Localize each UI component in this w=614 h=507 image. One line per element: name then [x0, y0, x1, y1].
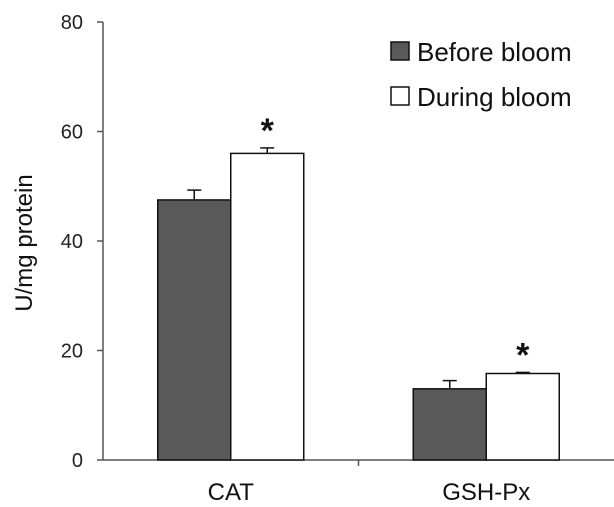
significance-asterisk: * — [261, 112, 275, 150]
legend-label: During bloom — [417, 82, 572, 112]
legend: Before bloom During bloom — [391, 37, 572, 112]
y-axis-title: U/mg protein — [11, 174, 38, 311]
x-category-label: CAT — [208, 479, 255, 506]
legend-label: Before bloom — [417, 37, 572, 67]
y-tick-label: 20 — [61, 341, 83, 363]
significance-asterisk: * — [516, 336, 530, 374]
bar-cat-before-bloom — [158, 200, 231, 460]
bar-gsh-px-during-bloom — [486, 373, 559, 460]
y-tick-label: 0 — [72, 450, 83, 472]
x-category-label: GSH-Px — [442, 479, 530, 506]
y-tick-label: 80 — [61, 12, 83, 34]
bar-gsh-px-before-bloom — [413, 389, 486, 460]
legend-swatch-during-bloom — [391, 87, 409, 105]
legend-swatch-before-bloom — [391, 42, 409, 60]
bar-cat-during-bloom — [231, 153, 304, 460]
bars: ** — [158, 112, 560, 460]
y-tick-label: 60 — [61, 122, 83, 144]
y-tick-label: 40 — [61, 231, 83, 253]
